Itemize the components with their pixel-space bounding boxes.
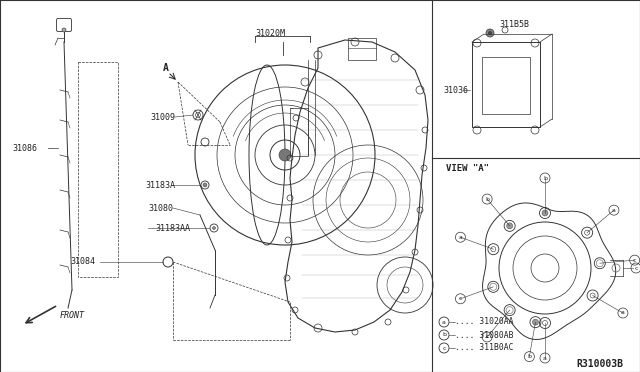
Text: 31080: 31080 (148, 203, 173, 212)
Text: .... 31080AB: .... 31080AB (455, 330, 513, 340)
Circle shape (507, 223, 513, 229)
Text: b: b (485, 196, 489, 202)
Text: a: a (442, 320, 446, 324)
Bar (348, 38, 376, 60)
Bar (290, 108, 308, 156)
Text: a: a (458, 235, 462, 240)
Text: c: c (442, 346, 445, 350)
Text: c: c (633, 258, 636, 263)
Bar (78, 62, 118, 277)
Text: 31183AA: 31183AA (155, 224, 190, 232)
Circle shape (62, 28, 66, 32)
Circle shape (532, 319, 538, 325)
Bar (472, 42, 540, 127)
Text: c: c (634, 266, 637, 270)
Text: a: a (543, 356, 547, 360)
Text: R310003B: R310003B (576, 359, 623, 369)
Text: 31020M: 31020M (255, 29, 285, 38)
Circle shape (212, 227, 216, 230)
Text: 31086: 31086 (12, 144, 37, 153)
Text: 31036: 31036 (443, 86, 468, 94)
Text: VIEW "A": VIEW "A" (446, 164, 489, 173)
Text: a: a (621, 311, 625, 315)
Text: b: b (527, 354, 531, 359)
Text: 311B5B: 311B5B (499, 19, 529, 29)
Bar (482, 57, 530, 114)
Text: 31084: 31084 (70, 257, 95, 266)
Text: .... 311B0AC: .... 311B0AC (455, 343, 513, 353)
Text: 31183A: 31183A (145, 180, 175, 189)
Text: a: a (612, 208, 616, 213)
Text: FRONT: FRONT (60, 311, 85, 321)
Text: A: A (163, 63, 169, 73)
Text: .... 31020AA: .... 31020AA (455, 317, 513, 327)
Circle shape (486, 29, 494, 37)
Text: b: b (442, 333, 446, 337)
Text: c: c (459, 296, 462, 301)
Circle shape (279, 149, 291, 161)
Circle shape (542, 210, 548, 216)
Circle shape (488, 31, 492, 35)
Circle shape (203, 183, 207, 187)
Text: c: c (485, 334, 489, 339)
Text: b: b (543, 176, 547, 180)
Text: 31009: 31009 (150, 112, 175, 122)
